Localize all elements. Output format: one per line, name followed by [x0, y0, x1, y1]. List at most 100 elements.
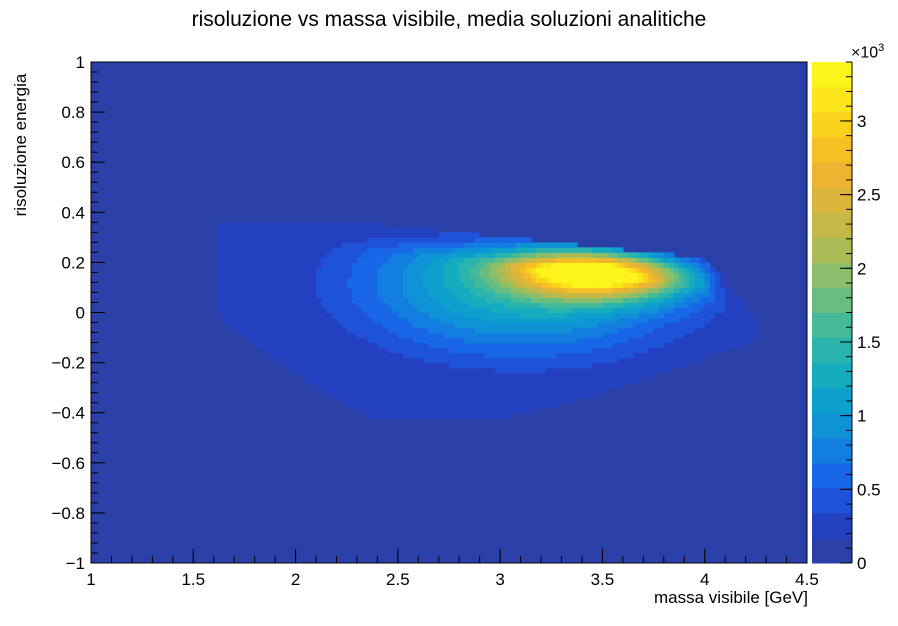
heatmap-cell — [290, 347, 297, 354]
heatmap-cell — [280, 352, 286, 359]
heatmap-cell — [653, 257, 660, 263]
heatmap-cell — [351, 377, 358, 384]
heatmap-cell — [392, 277, 399, 284]
heatmap-cell — [310, 242, 317, 248]
heatmap-cell — [612, 307, 619, 314]
heatmap-cell — [602, 277, 609, 284]
heatmap-cell — [372, 257, 378, 263]
heatmap-cell — [300, 342, 307, 349]
heatmap-cell — [602, 322, 609, 329]
heatmap-cell — [356, 222, 363, 228]
heatmap-cell — [336, 317, 343, 324]
heatmap-cell — [725, 332, 731, 339]
heatmap-cell — [418, 312, 425, 319]
heatmap-cell — [346, 227, 353, 233]
heatmap-cell — [387, 392, 394, 399]
heatmap-cell — [530, 342, 537, 349]
heatmap-cell — [459, 307, 465, 314]
heatmap-cell — [515, 382, 522, 389]
heatmap-cell — [280, 327, 286, 334]
heatmap-cell — [295, 227, 302, 233]
heatmap-cell — [474, 397, 481, 404]
heatmap-cell — [331, 252, 338, 258]
heatmap-cell — [474, 292, 481, 299]
heatmap-cell — [336, 277, 343, 284]
heatmap-cell — [341, 252, 348, 258]
heatmap-cell — [367, 387, 373, 394]
heatmap-cell — [587, 252, 593, 258]
heatmap-cell — [638, 372, 644, 379]
heatmap-cell — [735, 317, 742, 324]
heatmap-cell — [423, 267, 430, 274]
heatmap-cell — [469, 337, 476, 344]
heatmap-cell — [392, 307, 399, 314]
heatmap-cell — [576, 352, 583, 359]
heatmap-cell — [254, 282, 261, 289]
heatmap-cell — [449, 232, 455, 238]
heatmap-cell — [239, 327, 246, 334]
heatmap-cell — [300, 347, 307, 354]
heatmap-cell — [617, 322, 624, 329]
heatmap-cell — [392, 232, 399, 238]
heatmap-cell — [530, 392, 537, 399]
heatmap-cell — [546, 287, 552, 294]
heatmap-cell — [423, 257, 430, 263]
heatmap-cell — [392, 392, 399, 399]
heatmap-cell — [689, 342, 696, 349]
heatmap-cell — [229, 302, 235, 309]
heatmap-cell — [597, 287, 604, 294]
heatmap-cell — [264, 252, 271, 258]
heatmap-cell — [397, 327, 404, 334]
heatmap-cell — [310, 287, 317, 294]
heatmap-cell — [474, 362, 481, 369]
heatmap-cell — [254, 307, 261, 314]
heatmap-cell — [663, 317, 670, 324]
heatmap-cell — [617, 347, 624, 354]
heatmap-cell — [382, 272, 389, 279]
heatmap-cell — [561, 337, 568, 344]
heatmap-cell — [331, 387, 338, 394]
heatmap-cell — [438, 257, 445, 263]
heatmap-cell — [576, 342, 583, 349]
heatmap-cell — [622, 337, 629, 344]
heatmap-cell — [423, 282, 430, 289]
heatmap-cell — [418, 277, 425, 284]
heatmap-cell — [413, 252, 419, 258]
heatmap-cell — [643, 342, 650, 349]
heatmap-cell — [408, 232, 414, 238]
heatmap-cell — [592, 292, 598, 299]
heatmap-cell — [270, 247, 276, 253]
heatmap-cell — [520, 357, 527, 364]
heatmap-cell — [331, 377, 338, 384]
heatmap-cell — [275, 307, 281, 314]
heatmap-cell — [310, 362, 317, 369]
heatmap-cell — [530, 307, 537, 314]
heatmap-cell — [638, 272, 644, 279]
heatmap-cell — [321, 302, 327, 309]
heatmap-cell — [454, 397, 460, 404]
heatmap-cell — [382, 302, 389, 309]
heatmap-cell — [684, 262, 690, 269]
heatmap-cell — [479, 372, 486, 379]
heatmap-cell — [597, 267, 604, 274]
heatmap-cell — [556, 277, 563, 284]
heatmap-cell — [382, 327, 389, 334]
heatmap-cell — [377, 307, 384, 314]
heatmap-cell — [321, 312, 327, 319]
heatmap-cell — [525, 267, 532, 274]
heatmap-cell — [254, 267, 261, 274]
heatmap-cell — [597, 357, 604, 364]
heatmap-cell — [239, 242, 246, 248]
heatmap-cell — [275, 232, 281, 238]
heatmap-cell — [218, 242, 225, 248]
heatmap-cell — [474, 392, 481, 399]
heatmap-cell — [515, 377, 522, 384]
heatmap-cell — [500, 237, 506, 243]
heatmap-cell — [341, 362, 348, 369]
heatmap-cell — [326, 257, 332, 263]
heatmap-cell — [433, 402, 440, 409]
heatmap-cell — [551, 312, 557, 319]
heatmap-cell — [520, 282, 527, 289]
heatmap-cell — [300, 337, 307, 344]
heatmap-cell — [704, 267, 711, 274]
